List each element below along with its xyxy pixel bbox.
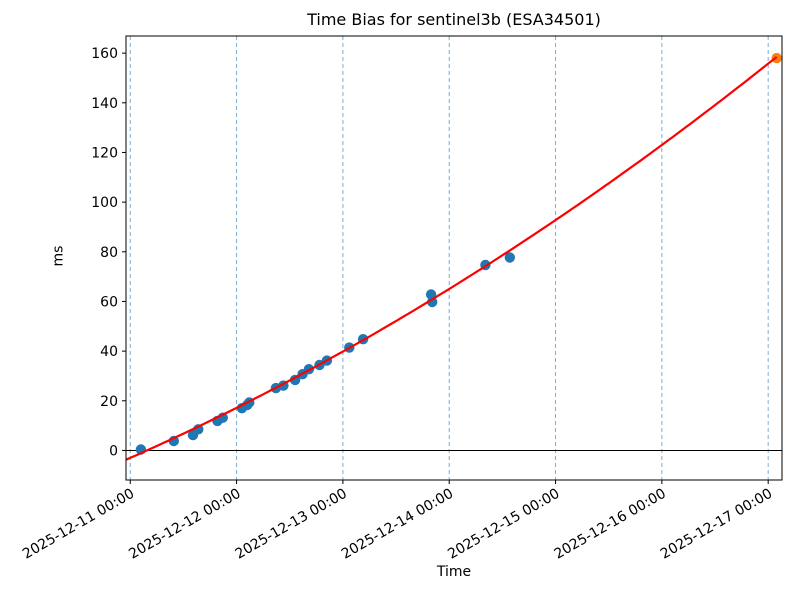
y-tick-label: 140 bbox=[91, 96, 118, 112]
y-tick-label: 20 bbox=[100, 394, 118, 410]
observed-bias-point bbox=[504, 252, 515, 263]
x-tick-label: 2025-12-16 00:00 bbox=[552, 486, 669, 563]
chart-title: Time Bias for sentinel3b (ESA34501) bbox=[307, 10, 601, 29]
x-tick-label: 2025-12-13 00:00 bbox=[233, 486, 350, 563]
y-tick-label: 120 bbox=[91, 145, 118, 161]
y-axis-label: ms bbox=[50, 245, 67, 267]
y-tick-label: 0 bbox=[109, 443, 118, 459]
observed-bias-point bbox=[427, 296, 438, 308]
y-tick-label: 60 bbox=[100, 294, 118, 310]
plot-border bbox=[125, 35, 783, 481]
x-tick-label: 2025-12-14 00:00 bbox=[339, 486, 456, 563]
x-tick-label: 2025-12-17 00:00 bbox=[658, 486, 775, 563]
y-tick-label: 80 bbox=[100, 245, 118, 261]
fit-curve bbox=[125, 56, 778, 461]
y-tick-label: 100 bbox=[91, 195, 118, 211]
x-axis-label: Time bbox=[436, 564, 472, 580]
x-tick-label: 2025-12-11 00:00 bbox=[20, 486, 137, 563]
y-tick-label: 160 bbox=[91, 46, 118, 62]
x-tick-label: 2025-12-15 00:00 bbox=[445, 486, 562, 563]
y-tick-label: 40 bbox=[100, 344, 118, 360]
x-tick-label: 2025-12-12 00:00 bbox=[126, 486, 243, 563]
